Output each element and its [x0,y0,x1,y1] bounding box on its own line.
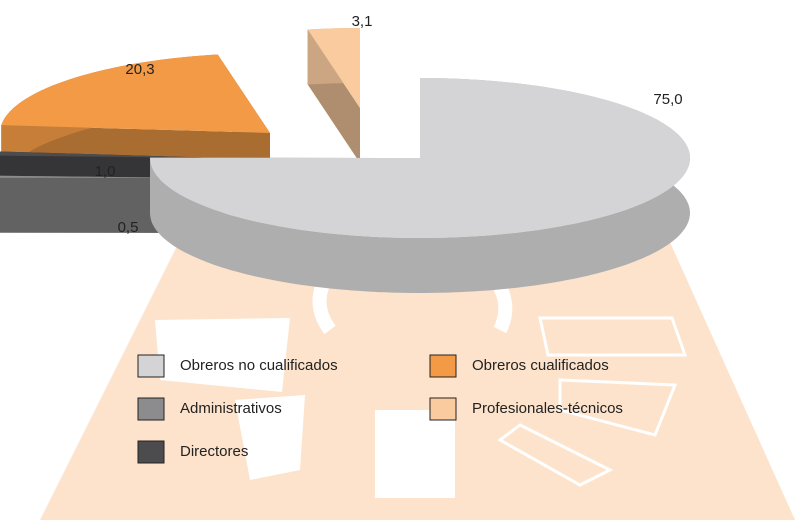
data-label: 0,5 [118,219,139,236]
legend-label: Obreros no cualificados [180,357,338,374]
legend-label: Administrativos [180,400,282,417]
legend-swatch [138,398,164,420]
pie-slice [308,28,360,163]
data-label: 75,0 [653,91,682,108]
legend-label: Obreros cualificados [472,357,609,374]
data-label: 3,1 [352,13,373,30]
data-label: 1,0 [95,163,116,180]
legend-swatch [138,441,164,463]
legend-swatch [430,355,456,377]
legend-label: Directores [180,443,248,460]
chart: 75,0 0,5 1,0 20,3 3,1 Obreros no cualificados… [0,0,805,521]
legend-swatch [430,398,456,420]
legend-swatch [138,355,164,377]
legend-label: Profesionales-técnicos [472,400,623,417]
data-label: 20,3 [125,61,154,78]
